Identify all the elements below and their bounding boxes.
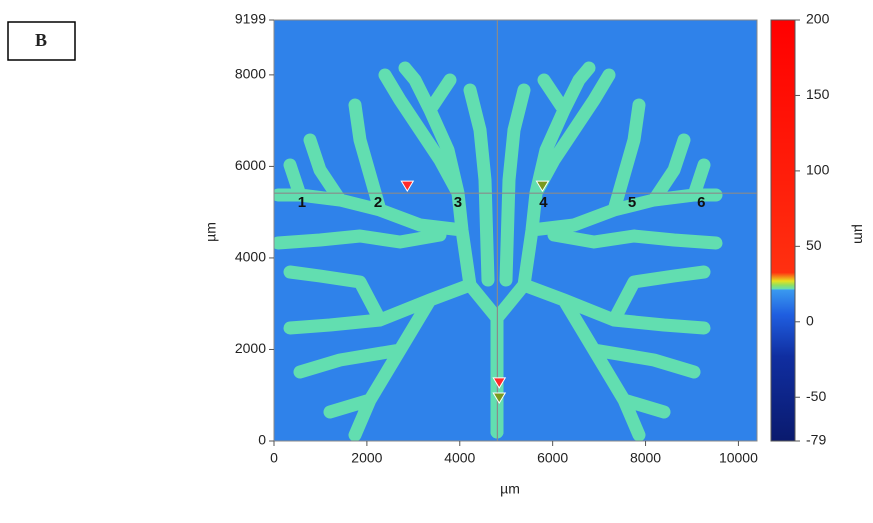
colorbar-tick-label: 200 [806, 11, 830, 27]
background [274, 20, 757, 441]
page: B µm µm µm 02000400060008000100000200040… [0, 0, 873, 523]
colorbar-label: µm [851, 224, 867, 244]
x-tick-label: 2000 [351, 450, 382, 466]
panel-label: B [35, 30, 47, 50]
image [274, 20, 757, 441]
y-tick-label: 6000 [235, 157, 266, 173]
x-tick-label: 6000 [537, 450, 568, 466]
colorbar [771, 20, 795, 441]
y-tick-label: 0 [258, 432, 266, 448]
x-tick-label: 0 [270, 450, 278, 466]
annotation: 2 [374, 194, 382, 211]
y-axis-label: µm [203, 222, 219, 242]
x-axis-label: µm [500, 481, 520, 497]
colorbar-tick-label: 0 [806, 312, 814, 328]
y-tick-label: 8000 [235, 66, 266, 82]
colorbar-tick-label: 50 [806, 237, 822, 253]
x-tick-label: 10000 [719, 450, 758, 466]
x-tick-label: 8000 [630, 450, 661, 466]
annotation: 1 [298, 194, 306, 211]
y-tick-label: 9199 [235, 11, 266, 27]
annotation: 4 [539, 194, 548, 211]
y-tick-label: 2000 [235, 340, 266, 356]
colorbar-tick-label: -79 [806, 432, 826, 448]
figure: B µm µm µm 02000400060008000100000200040… [0, 0, 873, 518]
x-tick-label: 4000 [444, 450, 475, 466]
colorbar-tick-label: 100 [806, 162, 830, 178]
annotation: 6 [697, 194, 705, 211]
annotation: 3 [454, 194, 462, 211]
annotation: 5 [628, 194, 636, 211]
y-tick-label: 4000 [235, 249, 266, 265]
colorbar-tick-label: 150 [806, 86, 830, 102]
colorbar-tick-label: -50 [806, 388, 826, 404]
